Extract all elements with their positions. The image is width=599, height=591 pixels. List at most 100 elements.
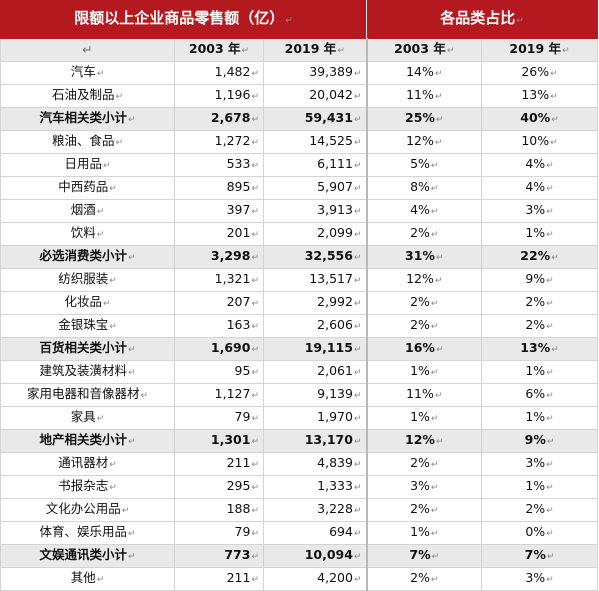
category-name-text: 其他 (70, 570, 96, 585)
amount-2003: 201↵ (174, 222, 264, 246)
return-mark: ↵ (353, 230, 362, 240)
category-name: 化妆品↵ (0, 291, 175, 315)
return-mark: ↵ (434, 391, 443, 401)
category-name-text: 石油及制品 (51, 87, 115, 102)
return-mark: ↵ (353, 345, 362, 355)
amount-2019: 4,839↵ (262, 452, 368, 476)
share-2003: 7%↵ (366, 544, 483, 568)
share-2003: 1%↵ (366, 406, 483, 430)
return-mark: ↵ (251, 414, 259, 424)
return-mark: ↵ (251, 184, 259, 194)
share-2003-text: 14% (406, 64, 434, 79)
year-label: 2019 年 (284, 41, 337, 56)
category-name-text: 化妆品 (64, 294, 102, 309)
year-header-row: ↵ 2003 年↵ 2019 年↵ 2003 年↵ 2019 年↵ (0, 38, 599, 62)
category-name-text: 必选消费类小计 (39, 248, 127, 263)
category-name: 建筑及装潢材料↵ (0, 360, 175, 384)
amount-2019-text: 20,042 (309, 87, 353, 102)
share-2003-text: 12% (406, 271, 434, 286)
return-mark: ↵ (435, 437, 444, 447)
amount-2019: 13,517↵ (262, 268, 368, 292)
share-2003: 2%↵ (366, 567, 483, 591)
share-2019: 6%↵ (481, 383, 599, 407)
share-2019: 4%↵ (481, 153, 599, 177)
return-mark: ↵ (251, 69, 259, 79)
share-2019-text: 3% (525, 202, 546, 217)
return-mark: ↵ (127, 529, 136, 539)
return-mark: ↵ (546, 552, 555, 562)
return-mark: ↵ (353, 299, 362, 309)
return-mark: ↵ (115, 138, 124, 148)
subtotal-row: 地产相关类小计↵ 1,301↵ 13,170↵ 12%↵ 9%↵ (0, 429, 599, 453)
share-2019: 26%↵ (481, 61, 599, 85)
category-name-text: 纺织服装 (58, 271, 109, 286)
return-mark: ↵ (251, 92, 259, 102)
amount-2019: 3,913↵ (262, 199, 368, 223)
category-name-text: 日用品 (64, 156, 102, 171)
return-mark: ↵ (96, 69, 105, 79)
year-2019-amount: 2019 年↵ (262, 38, 368, 62)
return-mark: ↵ (551, 345, 559, 355)
amount-2003-text: 1,196 (214, 87, 251, 102)
return-mark: ↵ (353, 506, 362, 516)
share-2003-text: 12% (405, 432, 435, 447)
right-title: 各品类占比↵ (366, 0, 599, 39)
share-2019-text: 2% (525, 294, 546, 309)
return-mark: ↵ (546, 207, 554, 217)
share-2019: 2%↵ (481, 498, 599, 522)
return-mark: ↵ (550, 92, 558, 102)
share-2019-text: 4% (525, 156, 546, 171)
return-mark: ↵ (96, 575, 105, 585)
return-mark: ↵ (251, 345, 259, 355)
amount-2003: 188↵ (174, 498, 264, 522)
return-mark: ↵ (430, 322, 439, 332)
share-2019: 7%↵ (481, 544, 599, 568)
amount-2019-text: 32,556 (304, 248, 353, 263)
share-2003: 1%↵ (366, 521, 483, 545)
share-2019-text: 7% (524, 547, 546, 562)
amount-2003: 1,272↵ (174, 130, 264, 154)
amount-2019-text: 2,099 (317, 225, 353, 240)
return-mark: ↵ (109, 322, 117, 332)
share-2003: 2%↵ (366, 498, 483, 522)
return-mark: ↵ (435, 345, 444, 355)
amount-2019-text: 39,389 (309, 64, 353, 79)
amount-2019: 10,094↵ (262, 544, 368, 568)
share-2003-text: 3% (410, 478, 430, 493)
share-2003-text: 12% (406, 133, 434, 148)
amount-2003: 1,690↵ (174, 337, 264, 361)
category-name-text: 烟酒 (70, 202, 96, 217)
return-mark: ↵ (353, 414, 362, 424)
share-2003: 11%↵ (366, 84, 483, 108)
return-mark: ↵ (550, 138, 558, 148)
return-mark: ↵ (251, 460, 259, 470)
return-mark: ↵ (353, 575, 362, 585)
category-name: 百货相关类小计↵ (0, 337, 175, 361)
amount-2003-text: 1,301 (210, 432, 251, 447)
return-mark: ↵ (251, 529, 259, 539)
amount-2019: 20,042↵ (262, 84, 368, 108)
return-mark: ↵ (430, 529, 439, 539)
amount-2003-text: 1,321 (214, 271, 251, 286)
return-mark: ↵ (446, 46, 455, 56)
amount-2003-text: 773 (224, 547, 251, 562)
share-2003: 4%↵ (366, 199, 483, 223)
amount-2019: 6,111↵ (262, 153, 368, 177)
year-2003-amount: 2003 年↵ (174, 38, 264, 62)
amount-2019-text: 4,200 (317, 570, 353, 585)
share-2003-text: 1% (410, 524, 430, 539)
amount-2019: 39,389↵ (262, 61, 368, 85)
share-2003: 2%↵ (366, 291, 483, 315)
share-2003-text: 11% (406, 386, 434, 401)
share-2003: 14%↵ (366, 61, 483, 85)
amount-2019-text: 14,525 (309, 133, 353, 148)
category-name: 中西药品↵ (0, 176, 175, 200)
amount-2019: 694↵ (262, 521, 368, 545)
category-name: 文化办公用品↵ (0, 498, 175, 522)
return-mark: ↵ (546, 414, 554, 424)
return-mark: ↵ (550, 69, 558, 79)
subtotal-row: 百货相关类小计↵ 1,690↵ 19,115↵ 16%↵ 13%↵ (0, 337, 599, 361)
return-mark: ↵ (353, 69, 362, 79)
return-mark: ↵ (434, 69, 443, 79)
table-row: 文化办公用品↵ 188↵ 3,228↵ 2%↵ 2%↵ (0, 498, 599, 522)
